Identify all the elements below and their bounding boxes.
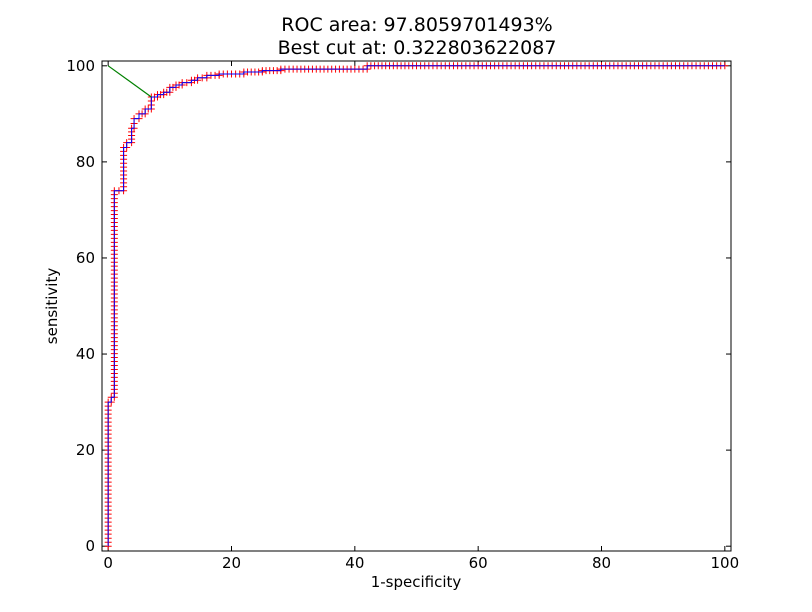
y-tick-label: 20 xyxy=(76,441,95,459)
y-axis-label: sensitivity xyxy=(43,268,61,345)
plot-frame xyxy=(101,60,732,552)
x-axis-label: 1-specificity xyxy=(371,573,462,591)
roc-markers xyxy=(104,62,729,550)
y-tick-label: 0 xyxy=(85,537,95,555)
y-tick-label: 80 xyxy=(76,153,95,171)
x-tick-label: 60 xyxy=(469,554,488,572)
roc-curve-line xyxy=(107,65,725,547)
best-cut-line xyxy=(107,65,152,98)
x-tick-label: 0 xyxy=(103,554,113,572)
chart-title-line-2: Best cut at: 0.322803622087 xyxy=(278,37,557,59)
x-tick-label: 80 xyxy=(592,554,611,572)
series-layer xyxy=(104,62,729,550)
x-tick-label: 100 xyxy=(711,554,740,572)
x-tick-label: 40 xyxy=(345,554,364,572)
y-tick-label: 40 xyxy=(76,345,95,363)
y-tick-label: 100 xyxy=(66,57,95,75)
chart-title-line-1: ROC area: 97.8059701493% xyxy=(281,14,552,36)
x-tick-label: 20 xyxy=(222,554,241,572)
x-axis-ticks: 0 20 40 60 80 100 xyxy=(103,61,739,572)
y-tick-label: 60 xyxy=(76,249,95,267)
y-axis-ticks: 0 20 40 60 80 100 xyxy=(66,57,731,555)
